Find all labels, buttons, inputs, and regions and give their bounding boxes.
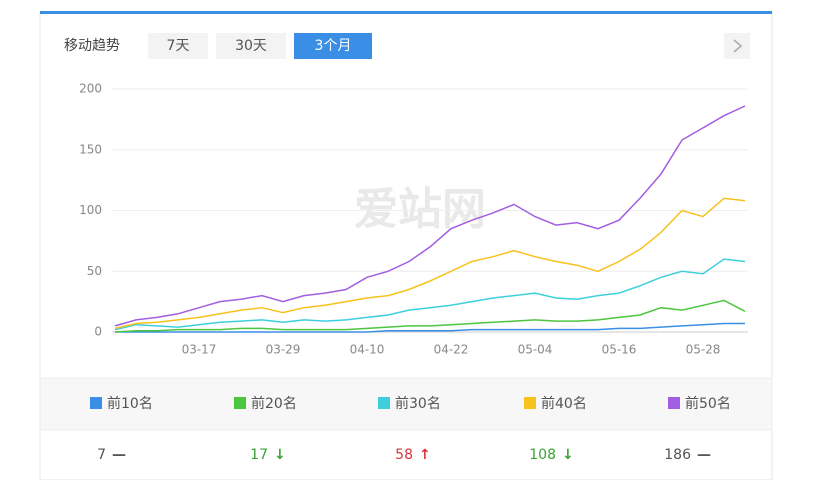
chevron-icon [733, 39, 743, 53]
summary-trend: ↓ [274, 447, 286, 463]
series-line [115, 322, 745, 333]
legend-swatch [378, 397, 390, 409]
tab[interactable] [294, 33, 372, 59]
series-line [114, 299, 746, 333]
tab[interactable] [216, 33, 286, 59]
x-tick-label: 05-04 [518, 343, 553, 357]
legend-label: 前40名 [541, 395, 587, 412]
series-line [114, 197, 746, 330]
y-tick-label: 0 [94, 325, 102, 339]
summary-value: 17 [250, 447, 268, 463]
x-tick-label: 04-22 [434, 343, 469, 357]
y-tick-label: 150 [79, 142, 102, 156]
legend-label: 前50名 [685, 395, 731, 412]
tab-label[interactable]: 7天 [167, 38, 190, 54]
summary-trend: ↑ [419, 447, 431, 463]
panel-title: 移动趋势 [64, 38, 120, 54]
legend-swatch [524, 397, 536, 409]
next-button[interactable] [724, 33, 750, 59]
y-tick-label: 100 [79, 203, 102, 217]
summary-trend: ↓ [562, 447, 574, 463]
x-tick-label: 03-29 [266, 343, 301, 357]
summary-trend: — [112, 447, 126, 463]
legend-label: 前20名 [251, 395, 297, 412]
tab-label[interactable]: 30天 [235, 38, 267, 54]
card-top-border [40, 11, 772, 14]
x-tick-label: 04-10 [350, 343, 385, 357]
y-tick-label: 200 [79, 82, 102, 96]
summary-trend: — [697, 447, 711, 463]
legend-swatch [668, 397, 680, 409]
tab-label[interactable]: 3个月 [315, 38, 352, 54]
x-tick-label: 05-28 [686, 343, 721, 357]
summary-value: 7 [97, 447, 106, 463]
summary-value: 58 [395, 447, 413, 463]
x-tick-label: 05-16 [602, 343, 637, 357]
series-line [114, 258, 746, 331]
watermark: 爱站网 [354, 184, 486, 235]
summary-value: 186 [664, 447, 691, 463]
series-line [114, 105, 746, 327]
legend-swatch [90, 397, 102, 409]
tab[interactable] [148, 33, 208, 59]
x-tick-label: 03-17 [182, 343, 217, 357]
summary-value: 108 [529, 447, 556, 463]
legend-band [39, 377, 773, 431]
legend-swatch [234, 397, 246, 409]
y-tick-label: 50 [87, 264, 102, 278]
legend-label: 前30名 [395, 395, 441, 412]
legend-label: 前10名 [107, 395, 153, 412]
